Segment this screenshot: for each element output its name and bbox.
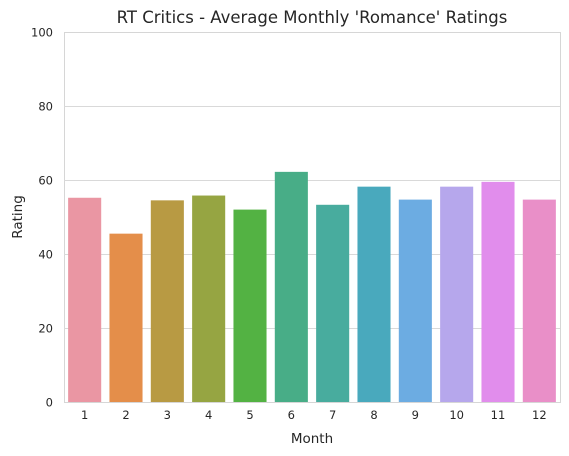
x-tick-label: 4	[205, 408, 212, 422]
bar	[522, 199, 556, 402]
x-tick-label: 5	[246, 408, 253, 422]
x-tick-label: 1	[81, 408, 88, 422]
x-tick-label: 9	[412, 408, 419, 422]
bar	[440, 186, 474, 402]
x-tick-label: 3	[164, 408, 171, 422]
bar	[357, 186, 391, 402]
x-tick-label: 2	[122, 408, 129, 422]
bar	[233, 209, 267, 402]
bar	[481, 181, 515, 402]
y-tick-label: 60	[38, 174, 53, 188]
bar	[274, 171, 308, 402]
bar	[398, 199, 432, 402]
bar	[68, 197, 102, 402]
bar	[150, 200, 184, 402]
x-tick-label: 7	[329, 408, 336, 422]
x-axis-ticks: 1 2 3 4 5 6 7 8 9 10 11 12	[81, 408, 547, 422]
plot-area	[64, 32, 561, 403]
x-tick-label: 6	[288, 408, 295, 422]
y-axis-ticks: 0 20 40 60 80 100	[31, 26, 53, 410]
y-tick-label: 0	[46, 396, 53, 410]
y-tick-label: 80	[38, 100, 53, 114]
bars	[68, 171, 556, 402]
x-axis-label: Month	[291, 431, 333, 447]
x-tick-label: 8	[370, 408, 377, 422]
x-tick-label: 11	[491, 408, 506, 422]
bar	[192, 195, 226, 402]
y-tick-label: 40	[38, 248, 53, 262]
bar	[316, 204, 350, 402]
x-tick-label: 12	[532, 408, 547, 422]
y-axis-label: Rating	[10, 195, 26, 239]
gridlines	[64, 106, 560, 329]
x-tick-label: 10	[449, 408, 464, 422]
y-tick-label: 100	[31, 26, 53, 40]
y-tick-label: 20	[38, 322, 53, 336]
chart-title: RT Critics - Average Monthly 'Romance' R…	[117, 8, 508, 27]
bar	[109, 233, 143, 402]
